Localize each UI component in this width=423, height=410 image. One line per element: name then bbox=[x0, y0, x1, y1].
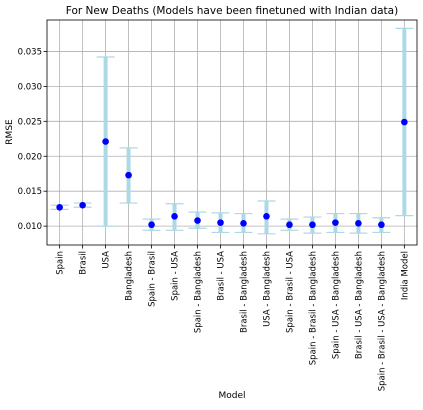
data-point bbox=[194, 217, 201, 224]
x-tick-label: Bangladesh bbox=[125, 251, 135, 301]
data-point bbox=[125, 171, 132, 179]
data-point bbox=[378, 221, 385, 229]
data-point bbox=[309, 221, 316, 229]
x-axis: Spain Brasil USA Bangladesh Spain - Brasil Sp… bbox=[56, 245, 410, 391]
x-tick-label: Spain bbox=[56, 251, 66, 275]
data-point bbox=[171, 213, 178, 220]
data-point bbox=[355, 220, 362, 227]
x-tick-label: Brasil - Bangladesh bbox=[239, 251, 249, 333]
data-point bbox=[148, 221, 155, 229]
x-tick-label: Spain - Bangladesh bbox=[194, 251, 204, 333]
x-tick-label: Spain - Brasil - USA bbox=[285, 251, 295, 333]
x-tick-label: Spain - Brasil - Bangladesh bbox=[308, 251, 318, 365]
chart-title: For New Deaths (Models have been finetun… bbox=[66, 5, 398, 17]
y-tick-label: 0.030 bbox=[18, 82, 42, 92]
x-tick-label: Spain - USA - Bangladesh bbox=[331, 251, 341, 359]
y-tick-label: 0.015 bbox=[18, 187, 42, 197]
x-tick-label: Brasil - USA - Bangladesh bbox=[354, 251, 364, 359]
x-tick-label: Spain - Brasil bbox=[148, 251, 158, 307]
x-tick-label: Spain - Brasil - USA - Bangladesh bbox=[377, 251, 387, 391]
y-tick-label: 0.035 bbox=[18, 47, 42, 57]
x-tick-label: USA bbox=[102, 251, 112, 269]
x-tick-label: Spain - USA bbox=[171, 251, 181, 301]
data-point bbox=[79, 201, 86, 209]
data-point bbox=[240, 220, 247, 227]
y-axis-label: RMSE bbox=[5, 119, 15, 145]
data-point bbox=[56, 203, 63, 211]
x-tick-label: India Model bbox=[400, 251, 410, 300]
grid bbox=[47, 20, 417, 245]
x-tick-label: Brasil bbox=[79, 251, 89, 275]
data-point bbox=[217, 219, 224, 226]
data-point bbox=[263, 213, 270, 220]
x-tick-label: Brasil - USA bbox=[217, 251, 227, 301]
data-point bbox=[401, 118, 408, 126]
data-point bbox=[332, 219, 339, 226]
x-axis-label: Model bbox=[218, 391, 245, 401]
error-bars bbox=[50, 27, 414, 235]
y-tick-label: 0.010 bbox=[18, 222, 42, 232]
y-tick-label: 0.025 bbox=[18, 117, 42, 127]
data-points bbox=[56, 118, 408, 229]
data-point bbox=[286, 221, 293, 229]
y-tick-label: 0.020 bbox=[18, 152, 42, 162]
data-point bbox=[102, 138, 109, 145]
y-axis: 0.010 0.015 0.020 0.025 0.030 0.035 bbox=[18, 47, 47, 232]
x-tick-label: USA - Bangladesh bbox=[262, 251, 272, 327]
plot-frame bbox=[46, 19, 418, 246]
